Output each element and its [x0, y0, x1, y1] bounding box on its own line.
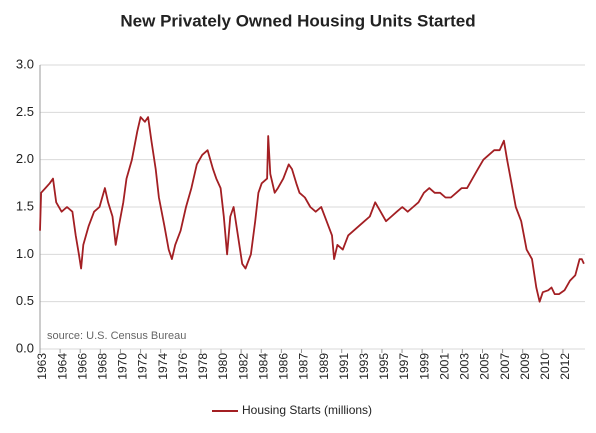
source-note: source: U.S. Census Bureau: [47, 330, 186, 342]
y-tick-label: 0.5: [16, 293, 34, 308]
x-tick-label: 1999: [417, 353, 431, 380]
chart-title: New Privately Owned Housing Units Starte…: [120, 11, 475, 30]
x-tick-label: 1974: [156, 353, 170, 380]
x-tick-label: 1995: [377, 353, 391, 380]
x-tick-label: 1968: [96, 353, 110, 380]
x-tick-label: 2003: [458, 353, 472, 380]
x-tick-label: 1963: [35, 353, 49, 380]
y-tick-label: 0.0: [16, 340, 34, 355]
x-tick-label: 1970: [116, 353, 130, 380]
x-tick-label: 1976: [176, 353, 190, 380]
x-tick-label: 1978: [196, 353, 210, 380]
y-tick-label: 2.5: [16, 104, 34, 119]
y-tick-label: 1.5: [16, 198, 34, 213]
x-tick-label: 1964: [55, 353, 69, 380]
x-tick-label: 1980: [216, 353, 230, 380]
y-tick-label: 3.0: [16, 56, 34, 71]
legend-label: Housing Starts (millions): [242, 403, 372, 417]
x-tick-label: 1989: [317, 353, 331, 380]
x-tick-label: 1993: [357, 353, 371, 380]
x-tick-label: 2010: [538, 353, 552, 380]
x-tick-label: 1972: [136, 353, 150, 380]
x-tick-label: 1966: [75, 353, 89, 380]
data-line: [39, 116, 585, 303]
x-tick-label: 2009: [518, 353, 532, 380]
y-tick-label: 1.0: [16, 246, 34, 261]
x-tick-label: 2001: [437, 353, 451, 380]
x-tick-label: 2007: [498, 353, 512, 380]
y-tick-label: 2.0: [16, 151, 34, 166]
x-tick-label: 1987: [297, 353, 311, 380]
x-tick-label: 1997: [397, 353, 411, 380]
x-tick-label: 1991: [337, 353, 351, 380]
x-tick-label: 1982: [236, 353, 250, 380]
x-tick-label: 1986: [277, 353, 291, 380]
x-tick-label: 2012: [558, 353, 572, 380]
x-tick-label: 2005: [478, 353, 492, 380]
x-tick-label: 1984: [256, 353, 270, 380]
